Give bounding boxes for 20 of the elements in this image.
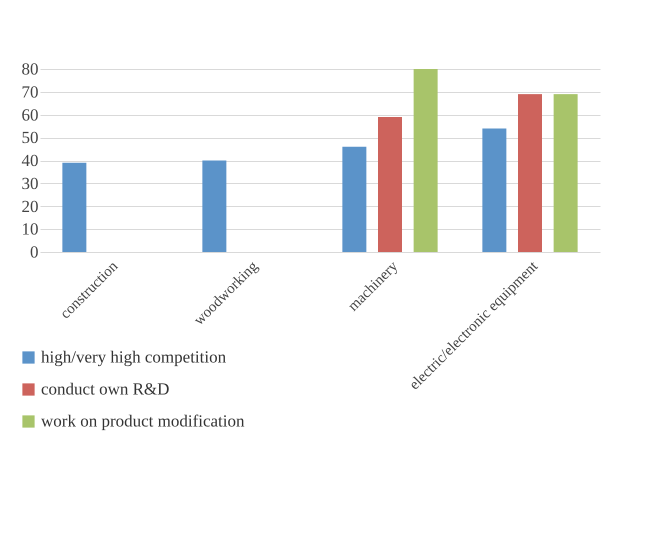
bar [342, 146, 366, 252]
bar [414, 69, 438, 252]
y-tick-label: 70 [22, 82, 38, 102]
y-tick-label: 80 [22, 60, 38, 78]
legend-label: conduct own R&D [41, 380, 170, 398]
legend-label: high/very high competition [41, 348, 227, 366]
y-tick-label: 10 [22, 220, 38, 239]
bar [554, 94, 578, 252]
y-tick-label: 60 [22, 105, 38, 124]
bar [62, 162, 86, 252]
y-tick-label: 30 [22, 174, 38, 193]
legend-label: work on product modification [41, 412, 245, 430]
y-tick-label: 50 [22, 128, 38, 148]
bar [482, 128, 506, 252]
y-tick-label: 0 [30, 242, 38, 262]
bar [518, 94, 542, 252]
y-tick-label: 20 [22, 196, 38, 216]
bar [202, 160, 226, 252]
bar [378, 117, 402, 252]
y-tick-label: 40 [22, 151, 38, 170]
